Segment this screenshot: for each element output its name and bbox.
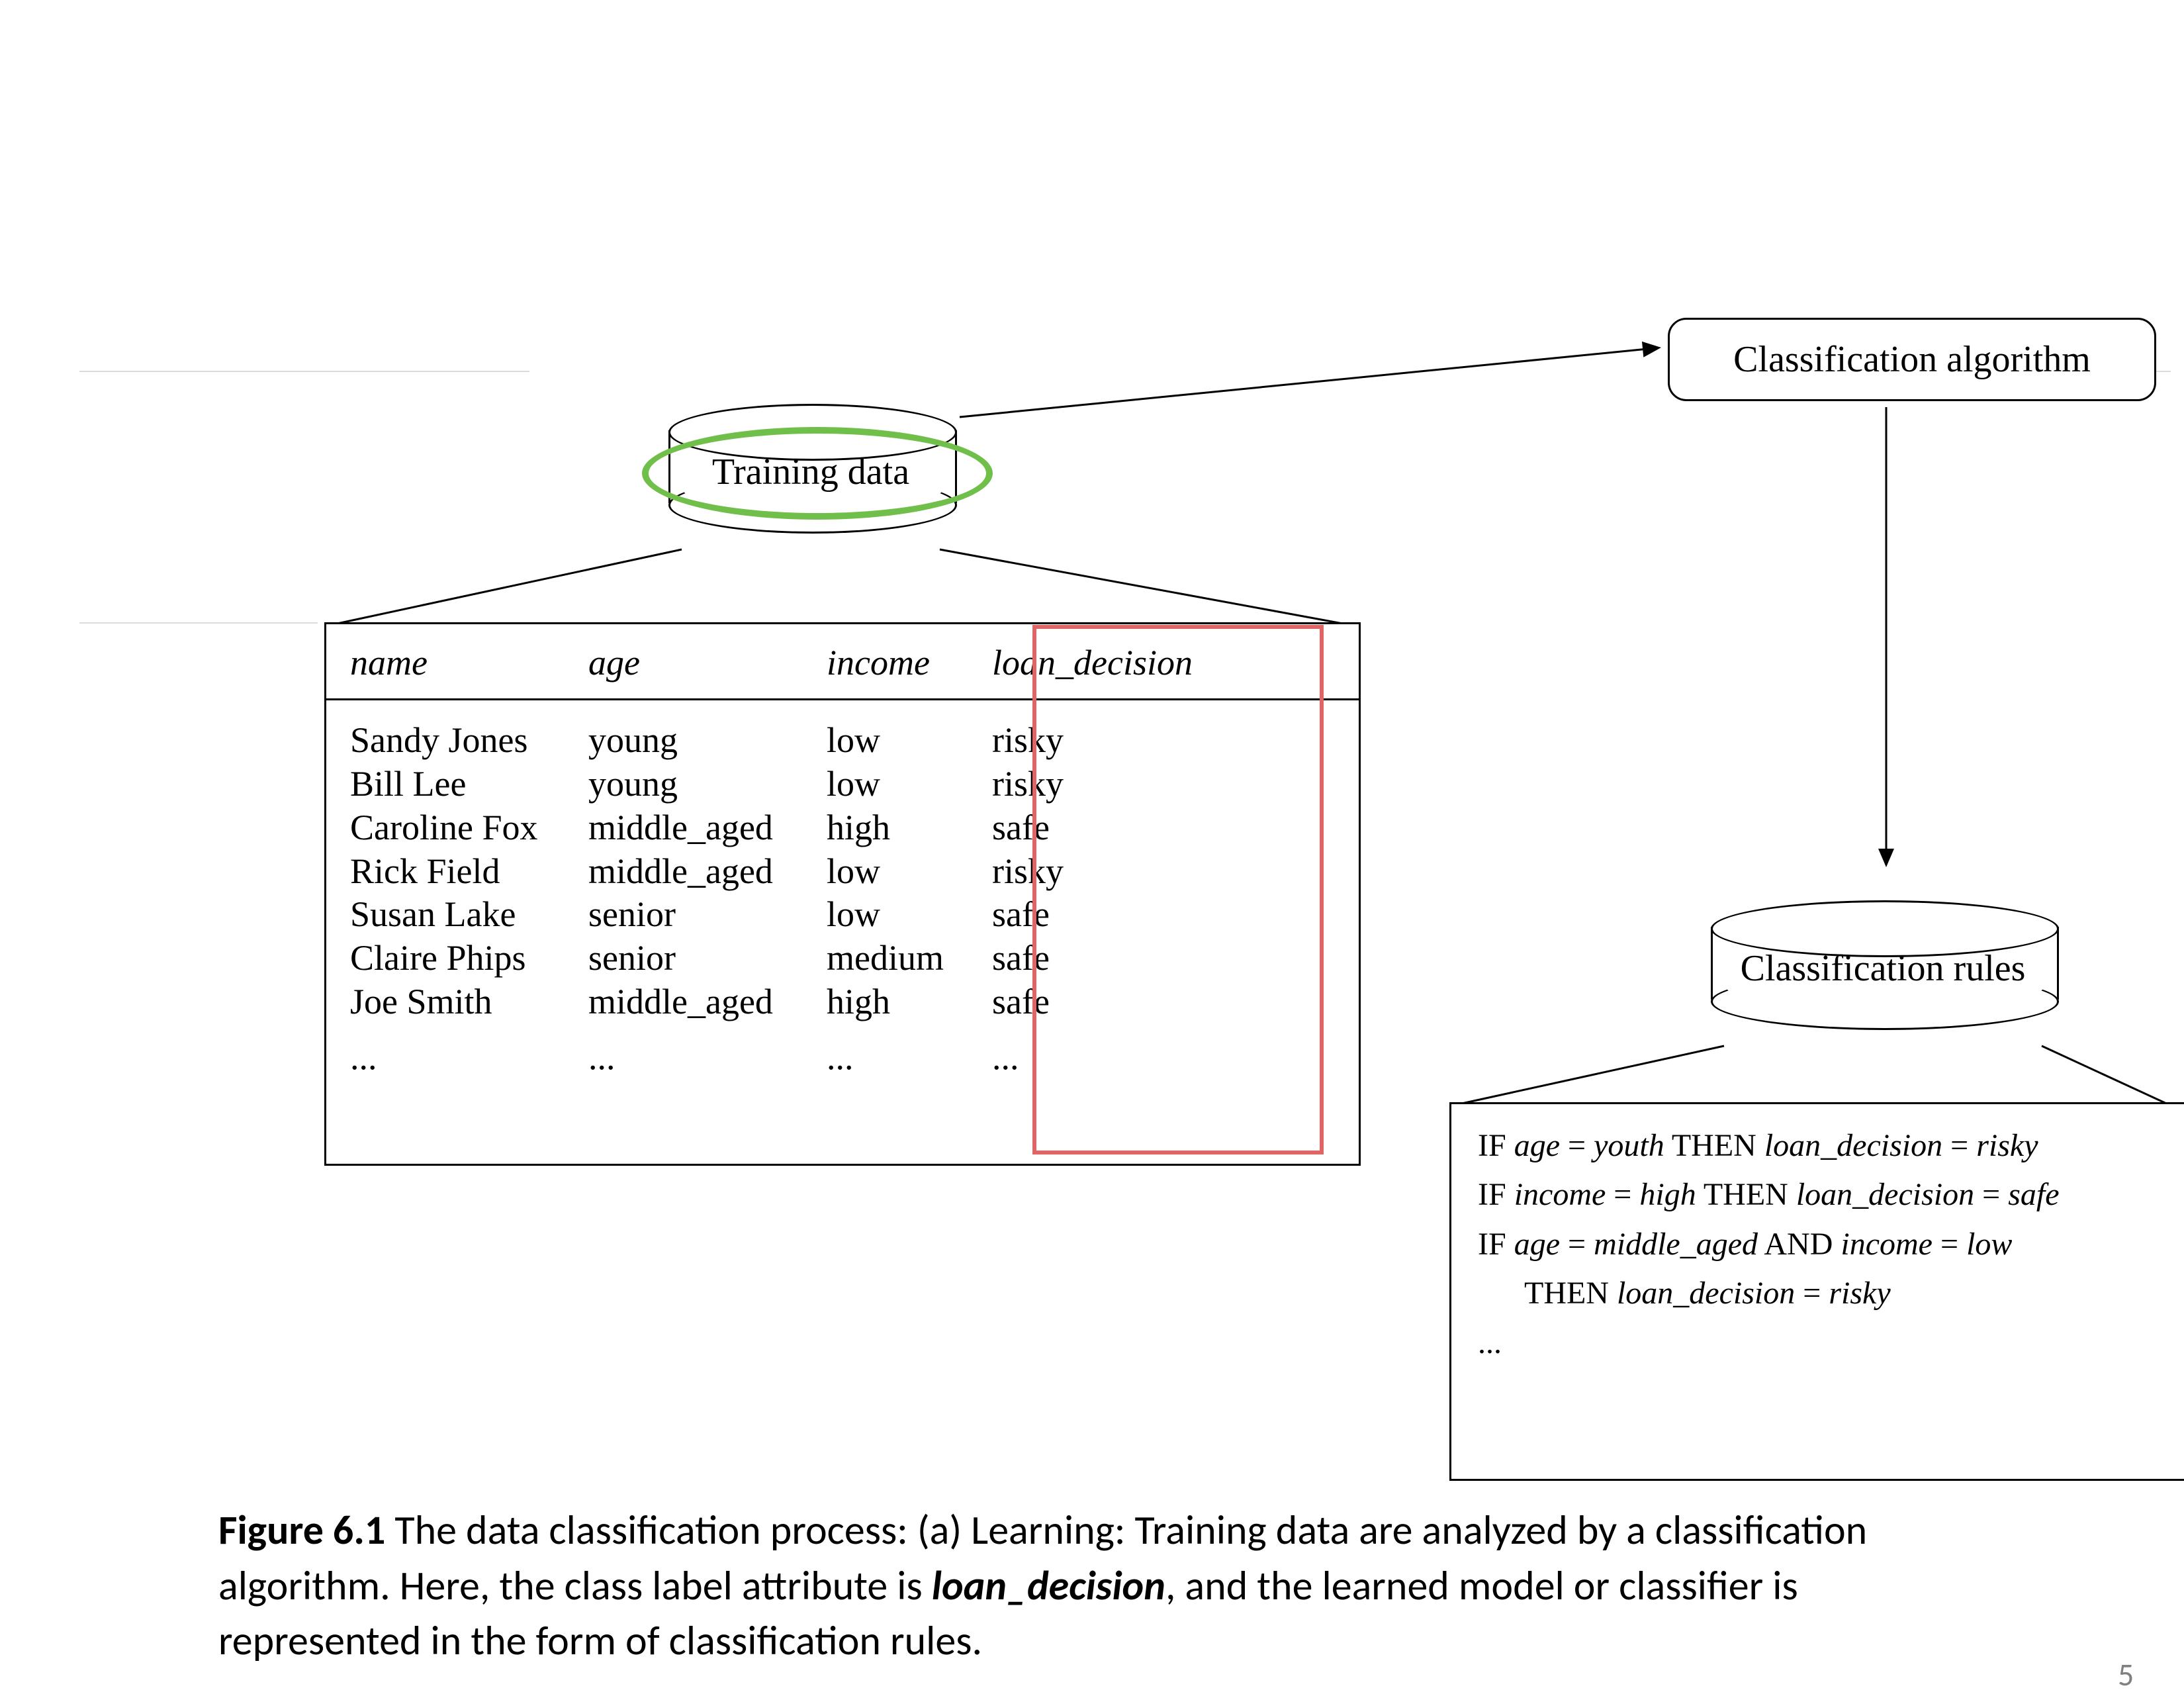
- cell-income: low: [827, 893, 992, 937]
- rule-text: =: [1560, 1128, 1594, 1163]
- arrow-algorithm-to-rules: [1866, 387, 1906, 887]
- figure-page: Training data Classification algorithm n…: [0, 0, 2184, 1688]
- rule-variable: risky: [1829, 1276, 1890, 1311]
- rule-text: =: [1942, 1128, 1976, 1163]
- training-data-label: Training data: [668, 451, 953, 493]
- rule-text: THEN: [1664, 1128, 1764, 1163]
- rule-text: ...: [1478, 1325, 1502, 1360]
- rule-variable: income: [1841, 1227, 1933, 1262]
- rule-text: =: [1606, 1177, 1639, 1212]
- cell-age: senior: [588, 937, 827, 980]
- rule-text: IF: [1478, 1227, 1514, 1262]
- rule-text: =: [1795, 1276, 1829, 1311]
- rule-line: IF income = high THEN loan_decision = sa…: [1478, 1170, 2184, 1219]
- cell-income: low: [827, 850, 992, 894]
- cell-age: young: [588, 763, 827, 806]
- cell-name: Joe Smith: [350, 980, 588, 1024]
- rule-text: =: [1974, 1177, 2008, 1212]
- rule-text: IF: [1478, 1177, 1514, 1212]
- rule-variable: low: [1966, 1227, 2012, 1262]
- trapezoid-training-connector: [328, 546, 1353, 628]
- rule-text: =: [1560, 1227, 1594, 1262]
- column-header-age: age: [588, 641, 827, 685]
- figure-caption: Figure 6.1 The data classification proce…: [218, 1503, 1966, 1669]
- figure-label: Figure 6.1: [218, 1505, 385, 1555]
- rule-variable: income: [1514, 1177, 1606, 1212]
- cell-name: Bill Lee: [350, 763, 588, 806]
- cell-age: senior: [588, 893, 827, 937]
- horizontal-rule: [79, 622, 318, 624]
- rule-variable: middle_aged: [1594, 1227, 1758, 1262]
- classification-rules-cylinder: Classification rules: [1711, 900, 2055, 1026]
- cell-name: Sandy Jones: [350, 719, 588, 763]
- caption-emphasis: loan_decision: [932, 1560, 1165, 1611]
- cell-income: low: [827, 763, 992, 806]
- rule-variable: safe: [2008, 1177, 2059, 1212]
- rule-text: AND: [1758, 1227, 1841, 1262]
- classification-rules-box: IF age = youth THEN loan_decision = risk…: [1449, 1102, 2184, 1481]
- horizontal-rule: [79, 371, 529, 372]
- cell-name: Susan Lake: [350, 893, 588, 937]
- cell-income: high: [827, 806, 992, 850]
- trapezoid-rules-connector: [1449, 1043, 2174, 1109]
- classification-algorithm-box: Classification algorithm: [1668, 318, 2156, 401]
- cell-age: middle_aged: [588, 850, 827, 894]
- rule-variable: risky: [1976, 1128, 2038, 1163]
- rule-line: ...: [1478, 1319, 2184, 1368]
- arrow-training-to-algorithm: [940, 328, 1681, 437]
- cell-income: high: [827, 980, 992, 1024]
- rule-line: IF age = middle_aged AND income = low: [1478, 1220, 2184, 1269]
- cell-income: low: [827, 719, 992, 763]
- cell-name: Rick Field: [350, 850, 588, 894]
- cell-age: young: [588, 719, 827, 763]
- cell-ellipsis: ...: [350, 1024, 588, 1080]
- cell-age: middle_aged: [588, 806, 827, 850]
- rule-text: =: [1933, 1227, 1966, 1262]
- cell-age: middle_aged: [588, 980, 827, 1024]
- page-number: 5: [2118, 1655, 2134, 1694]
- rule-variable: loan_decision: [1764, 1128, 1942, 1163]
- rule-text: THEN: [1696, 1177, 1796, 1212]
- classification-rules-label: Classification rules: [1711, 947, 2055, 990]
- rule-variable: high: [1639, 1177, 1696, 1212]
- cell-ellipsis: ...: [827, 1024, 992, 1080]
- rule-line: IF age = youth THEN loan_decision = risk…: [1478, 1121, 2184, 1170]
- training-data-cylinder: Training data: [668, 404, 953, 530]
- cell-income: medium: [827, 937, 992, 980]
- rule-variable: age: [1514, 1227, 1560, 1262]
- rule-variable: loan_decision: [1617, 1276, 1795, 1311]
- rule-variable: age: [1514, 1128, 1560, 1163]
- rule-text: THEN: [1524, 1276, 1617, 1311]
- cell-ellipsis: ...: [588, 1024, 827, 1080]
- cell-name: Caroline Fox: [350, 806, 588, 850]
- rule-text: IF: [1478, 1128, 1514, 1163]
- column-header-income: income: [827, 641, 992, 685]
- classification-algorithm-label: Classification algorithm: [1733, 338, 2091, 381]
- rule-variable: loan_decision: [1796, 1177, 1974, 1212]
- rule-line: THEN loan_decision = risky: [1478, 1269, 2184, 1318]
- column-header-name: name: [350, 641, 588, 685]
- cell-name: Claire Phips: [350, 937, 588, 980]
- rule-variable: youth: [1594, 1128, 1664, 1163]
- highlight-loan-decision-column: [1032, 625, 1324, 1154]
